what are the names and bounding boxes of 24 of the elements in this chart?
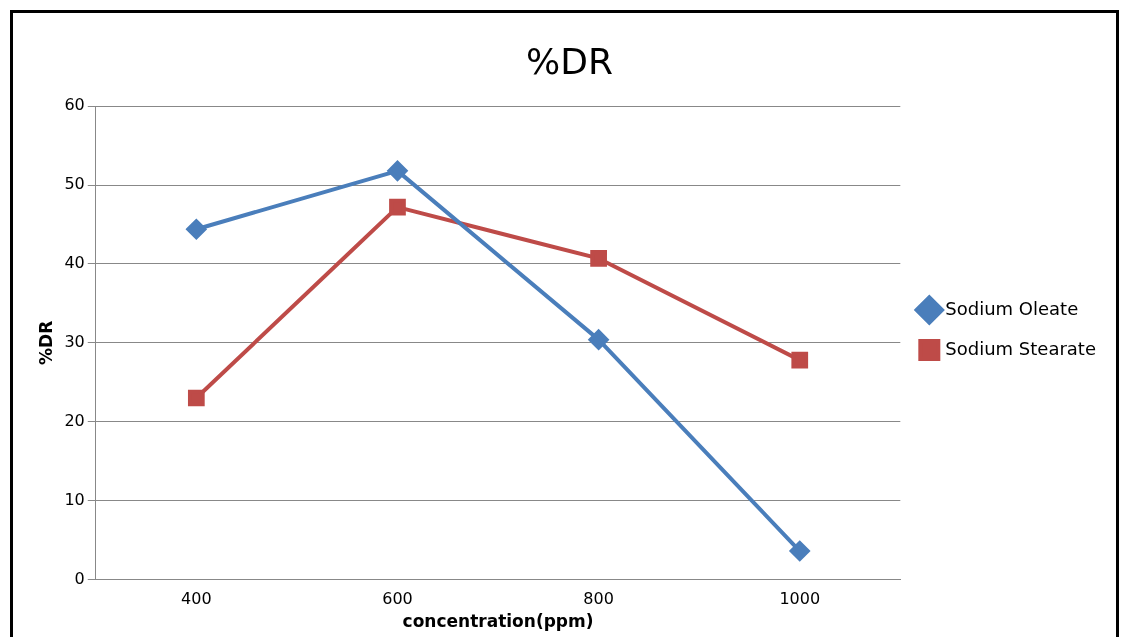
point <box>186 219 207 240</box>
point <box>789 541 810 562</box>
x-tick-label: 400 <box>181 589 212 609</box>
legend-label: Sodium Stearate <box>945 337 1097 359</box>
point <box>590 250 607 267</box>
point <box>387 160 408 181</box>
x-tick-label: 1000 <box>779 589 821 609</box>
x-tick-label: 800 <box>583 589 614 609</box>
point <box>588 329 609 350</box>
legend-label: Sodium Oleate <box>945 297 1079 319</box>
point <box>791 351 809 369</box>
y-axis-title: %DR <box>35 320 56 365</box>
y-tick-label: 10 <box>64 489 85 509</box>
y-tick-label: 30 <box>64 331 85 351</box>
y-tick-label: 20 <box>64 410 85 430</box>
y-tick-label: 60 <box>64 95 85 115</box>
chart-title: %DR <box>526 40 613 82</box>
y-tick-label: 40 <box>64 253 85 273</box>
y-tick-label: 0 <box>74 568 85 588</box>
point <box>389 198 406 216</box>
y-tick-label: 50 <box>64 174 85 194</box>
point <box>187 389 205 407</box>
x-tick-label: 600 <box>382 589 413 609</box>
x-axis-title: concentration(ppm) <box>402 611 594 632</box>
